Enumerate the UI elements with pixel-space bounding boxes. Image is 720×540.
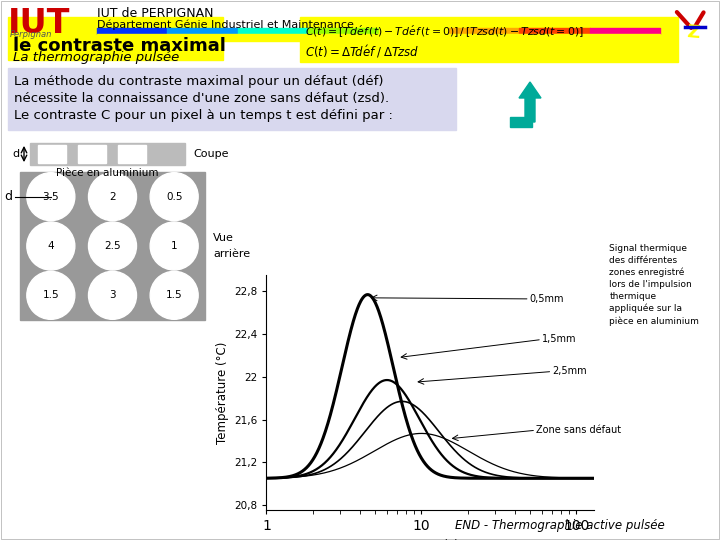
Bar [97, 34, 660, 41]
Circle shape [150, 173, 198, 221]
Circle shape [27, 271, 75, 319]
Text: Vue: Vue [213, 233, 234, 243]
Bar [38, 145, 66, 163]
Circle shape [150, 271, 198, 319]
Bar [118, 145, 146, 163]
Text: 4: 4 [48, 241, 54, 251]
X-axis label: Temps (s): Temps (s) [402, 539, 459, 540]
Circle shape [89, 271, 137, 319]
Text: d: d [4, 190, 12, 203]
Text: IUT de PERPIGNAN: IUT de PERPIGNAN [97, 7, 214, 20]
Text: arrière: arrière [213, 249, 250, 259]
Bar [8, 68, 456, 130]
Text: 2,5mm: 2,5mm [552, 367, 587, 376]
Text: $C(t) = [Td\acute{e}f\,(t) - Td\acute{e}f\,(t=0)]\,/\,[Tzsd(t) - Tzsd(t=0)]$: $C(t) = [Td\acute{e}f\,(t) - Td\acute{e}… [305, 24, 584, 40]
Text: END - Thermographie active pulsée: END - Thermographie active pulsée [455, 519, 665, 532]
Text: La thermographie pulsée: La thermographie pulsée [13, 51, 179, 64]
FancyArrow shape [519, 82, 541, 122]
Circle shape [89, 173, 137, 221]
Text: d: d [12, 149, 19, 159]
Text: 1: 1 [171, 241, 177, 251]
Text: Perpignan: Perpignan [10, 30, 53, 39]
Text: Le contraste C pour un pixel à un temps t est défini par :: Le contraste C pour un pixel à un temps … [14, 109, 393, 122]
Circle shape [89, 222, 137, 270]
Text: 2.5: 2.5 [104, 241, 121, 251]
Circle shape [150, 222, 198, 270]
Text: 3: 3 [109, 291, 116, 300]
Text: Département Génie Industriel et Maintenance: Département Génie Industriel et Maintena… [97, 19, 354, 30]
Text: Z: Z [685, 23, 700, 42]
Bar [8, 17, 223, 60]
Circle shape [27, 173, 75, 221]
Text: IUT: IUT [8, 7, 71, 40]
Text: le contraste maximal: le contraste maximal [13, 37, 226, 55]
Bar [30, 143, 185, 165]
Text: 3.5: 3.5 [42, 192, 59, 201]
Text: 1,5mm: 1,5mm [542, 334, 577, 345]
Text: Zone sans défaut: Zone sans défaut [536, 425, 621, 435]
Text: 0,5mm: 0,5mm [530, 294, 564, 304]
Text: 1.5: 1.5 [42, 291, 59, 300]
Bar [20, 172, 205, 320]
Circle shape [27, 222, 75, 270]
Text: Signal thermique
des différentes
zones enregistré
lors de l'impulsion
thermique
: Signal thermique des différentes zones e… [609, 244, 699, 326]
Text: Coupe: Coupe [193, 149, 228, 159]
Bar [78, 145, 106, 163]
FancyArrow shape [510, 117, 532, 127]
Text: $C(t) = \Delta T\!d\acute{e}f\;/\;\Delta T\!zsd$: $C(t) = \Delta T\!d\acute{e}f\;/\;\Delta… [305, 43, 419, 60]
Text: Pièce en aluminium: Pièce en aluminium [56, 168, 158, 178]
Text: 2: 2 [109, 192, 116, 201]
Text: La méthode du contraste maximal pour un défaut (déf): La méthode du contraste maximal pour un … [14, 75, 384, 88]
Text: nécessite la connaissance d'une zone sans défaut (zsd).: nécessite la connaissance d'une zone san… [14, 92, 389, 105]
Text: 0.5: 0.5 [166, 192, 182, 201]
Bar [300, 17, 678, 62]
Text: 1.5: 1.5 [166, 291, 182, 300]
Y-axis label: Température (°C): Température (°C) [215, 342, 228, 444]
